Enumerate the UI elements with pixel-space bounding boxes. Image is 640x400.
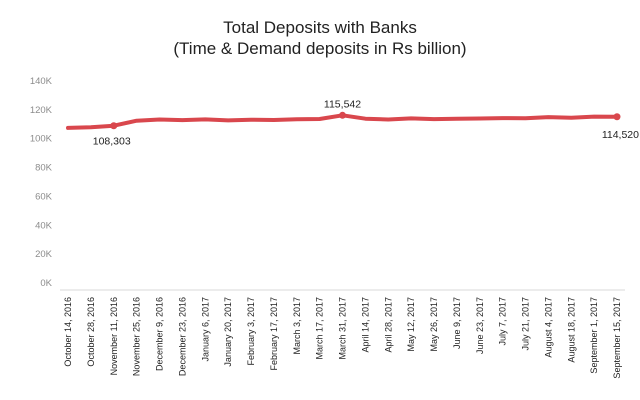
y-tick-label: 120K	[30, 105, 53, 116]
data-label: 108,303	[93, 136, 131, 148]
x-tick-label: January 6, 2017	[200, 297, 210, 362]
x-tick-label: October 28, 2016	[86, 297, 96, 367]
annotated-point	[339, 111, 346, 119]
x-tick-label: March 31, 2017	[338, 297, 348, 360]
data-label: 115,542	[324, 98, 361, 110]
annotation-layer: 108,303 115,542 114,520	[93, 98, 639, 147]
x-tick-label: June 23, 2017	[475, 297, 485, 354]
x-tick-label: July 7, 2017	[498, 297, 508, 346]
y-tick-label: 40K	[35, 220, 53, 231]
x-tick-label: January 20, 2017	[223, 297, 233, 367]
y-tick-label: 20K	[35, 249, 53, 260]
x-tick-label: July 21, 2017	[521, 297, 531, 351]
x-tick-label: September 15, 2017	[612, 297, 622, 379]
x-tick-label: December 23, 2016	[177, 297, 187, 376]
y-tick-label: 80K	[35, 163, 53, 174]
annotated-point	[110, 122, 118, 130]
series-layer	[66, 111, 621, 130]
x-tick-label: March 17, 2017	[315, 297, 325, 360]
x-tick-label: April 28, 2017	[383, 297, 393, 353]
x-tick-label: May 12, 2017	[406, 297, 416, 352]
x-tick-label: November 11, 2016	[109, 297, 119, 375]
annotated-point	[613, 113, 621, 121]
y-tick-label: 0K	[40, 278, 52, 289]
x-axis: October 14, 2016 October 28, 2016 November…	[60, 289, 625, 379]
x-tick-label: October 14, 2016	[63, 297, 73, 367]
x-tick-label: March 3, 2017	[292, 297, 302, 355]
x-tick-label: September 1, 2017	[589, 297, 599, 374]
chart-subtitle: (Time & Demand deposits in Rs billion)	[173, 39, 467, 58]
x-tick-label: June 9, 2017	[452, 297, 462, 349]
x-tick-label: February 3, 2017	[246, 297, 256, 366]
y-axis: 0K 20K 40K 60K 80K 100K 120K 140K	[30, 76, 53, 289]
chart-title: Total Deposits with Banks	[223, 18, 417, 37]
y-tick-label: 60K	[35, 191, 53, 202]
x-tick-label: February 17, 2017	[269, 297, 279, 371]
data-label: 114,520	[602, 129, 639, 141]
y-tick-label: 100K	[30, 134, 53, 145]
x-tick-label: November 25, 2016	[132, 297, 142, 376]
x-tick-label: April 14, 2017	[360, 297, 370, 353]
x-tick-label: August 4, 2017	[543, 297, 553, 358]
x-tick-label: May 26, 2017	[429, 297, 439, 352]
x-tick-label: August 18, 2017	[566, 297, 576, 363]
y-tick-label: 140K	[30, 76, 53, 87]
x-tick-label: December 9, 2016	[155, 297, 165, 371]
